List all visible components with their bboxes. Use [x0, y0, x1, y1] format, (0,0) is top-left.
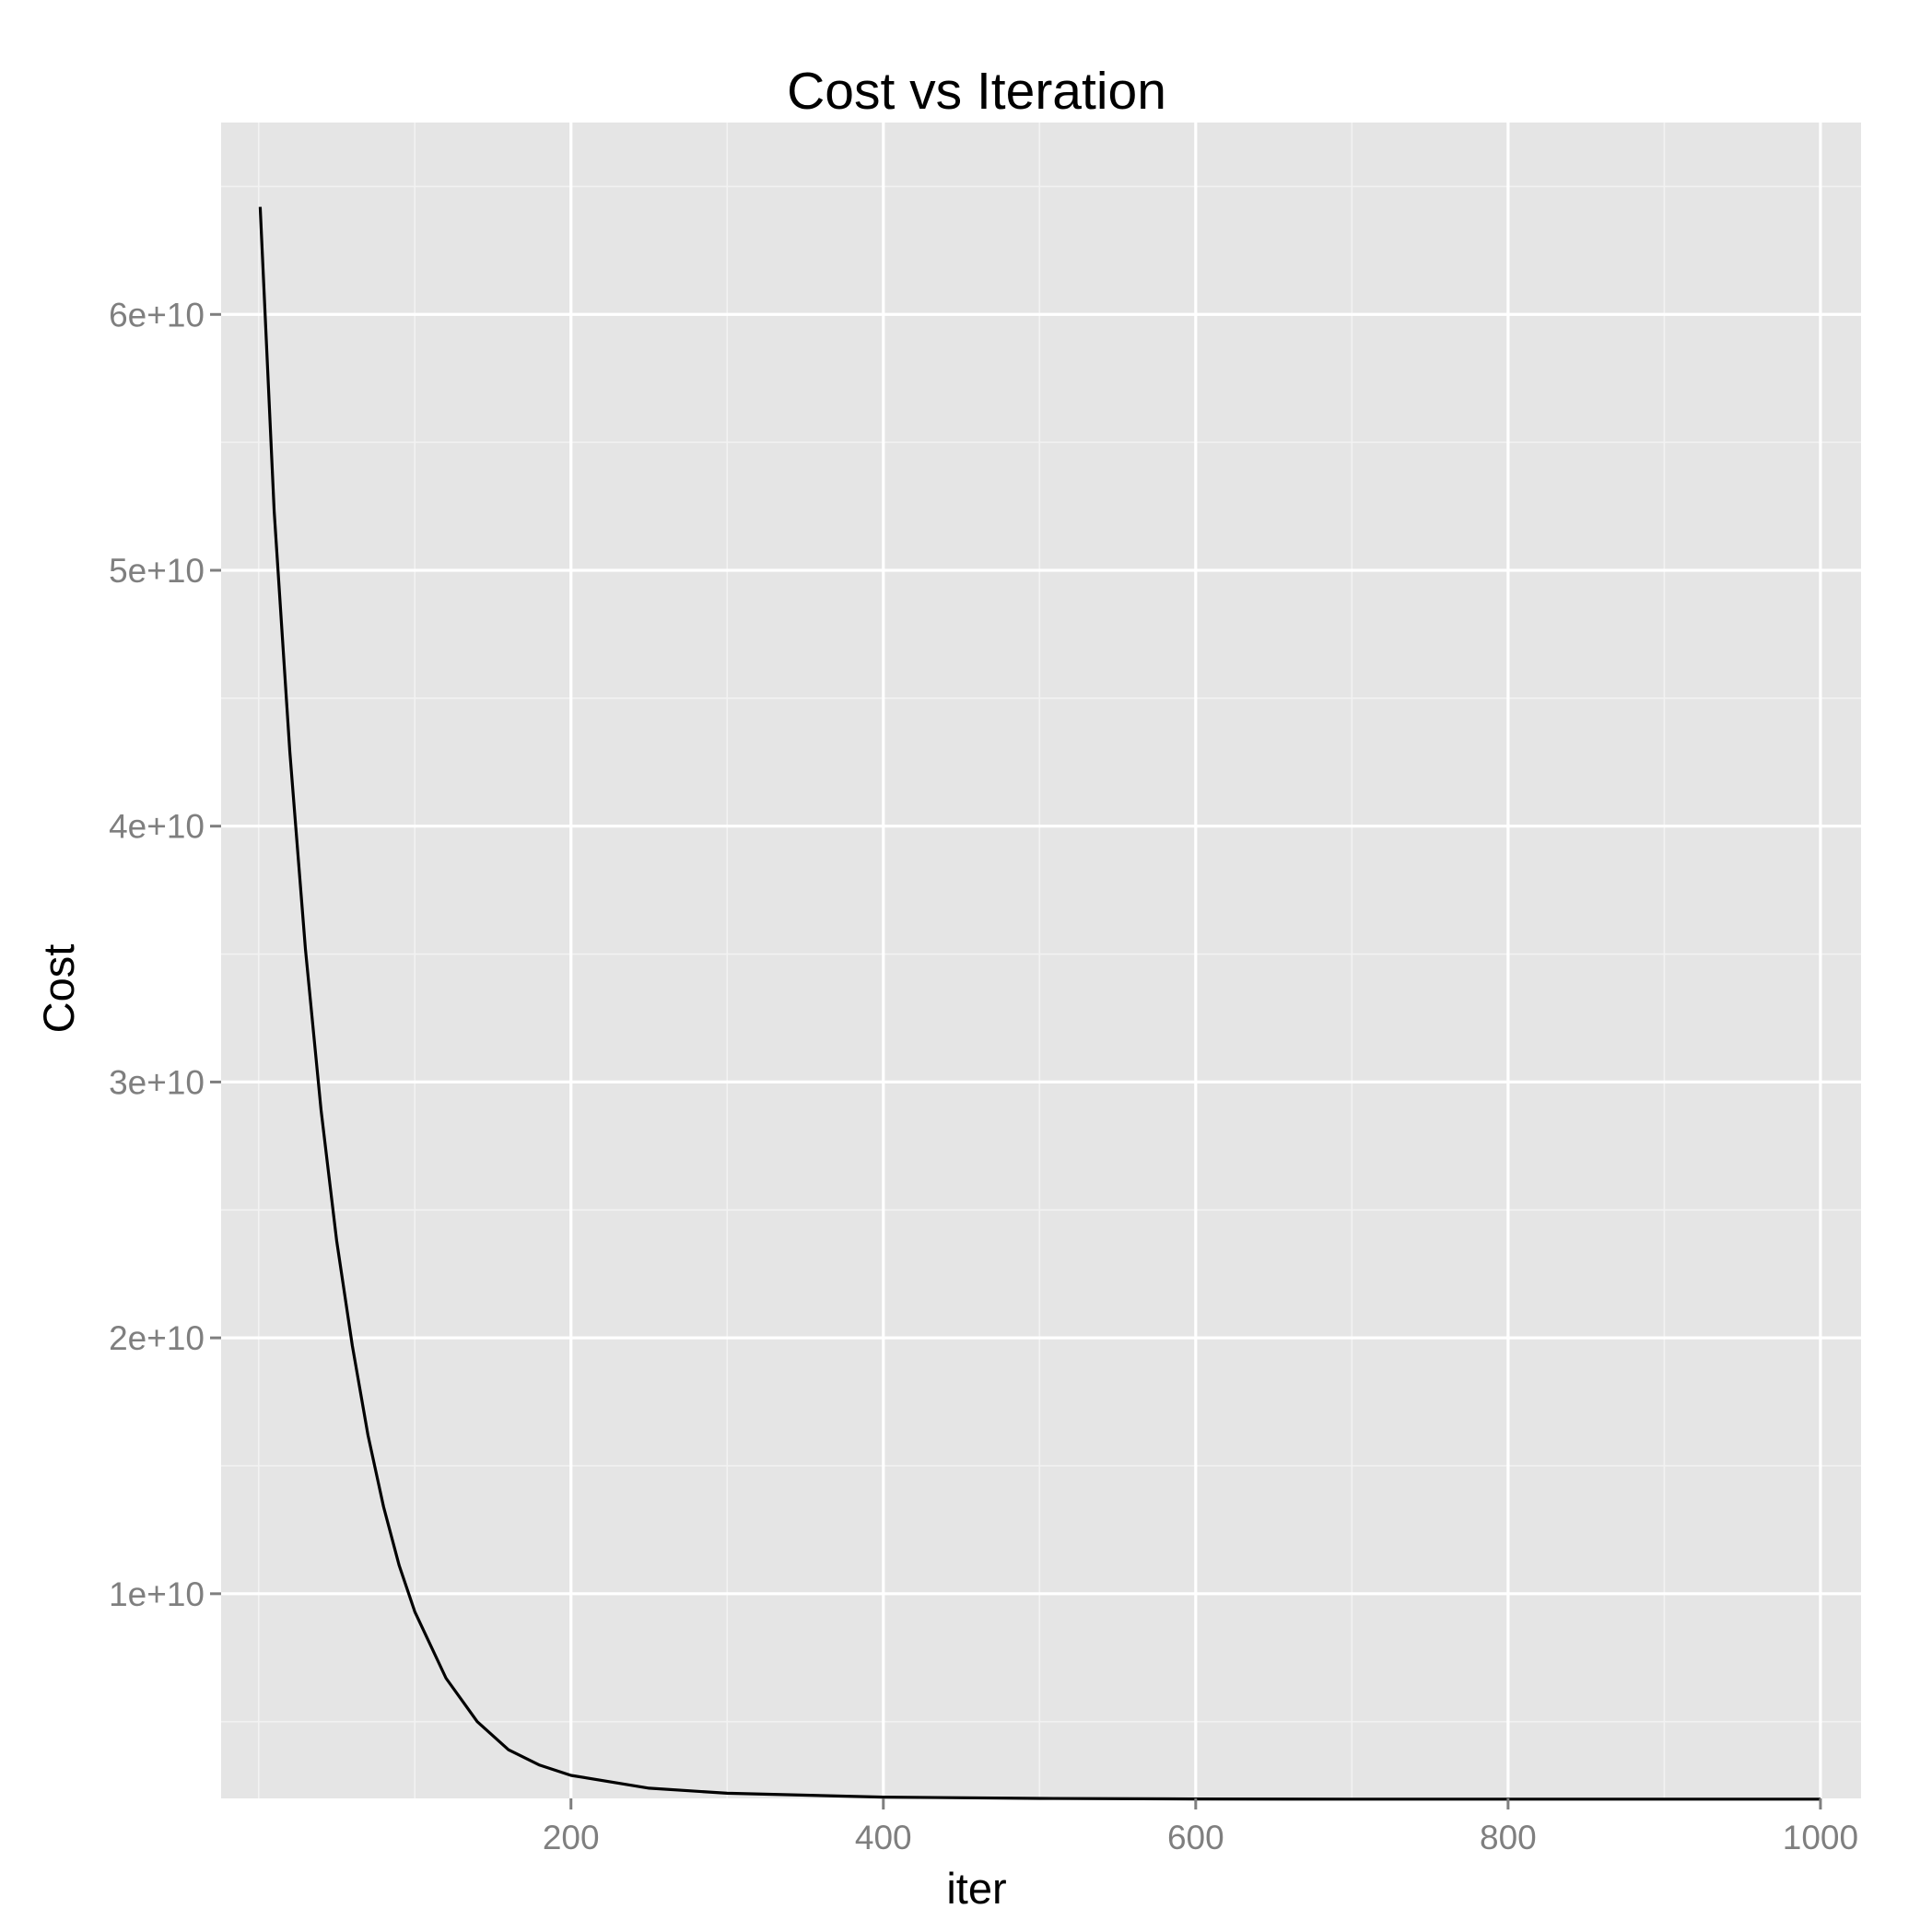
x-tick-label: 400 [855, 1819, 912, 1856]
x-tick-label: 200 [543, 1819, 600, 1856]
major-gridlines [221, 123, 1861, 1798]
x-axis: 200 400 600 800 1000 [543, 1798, 1858, 1856]
x-tick-label: 600 [1167, 1819, 1224, 1856]
y-tick-label: 6e+10 [109, 296, 205, 334]
y-tick-label: 3e+10 [109, 1063, 205, 1101]
y-tick-label: 2e+10 [109, 1319, 205, 1357]
y-tick-label: 1e+10 [109, 1575, 205, 1613]
y-tick-label: 5e+10 [109, 552, 205, 590]
x-axis-title: iter [946, 1864, 1006, 1913]
y-axis-title: Cost [34, 944, 83, 1034]
chart-title: Cost vs Iteration [787, 62, 1166, 121]
plot-panel [221, 123, 1861, 1798]
x-tick-label: 1000 [1783, 1819, 1858, 1856]
minor-gridlines [221, 123, 1861, 1798]
y-tick-label: 4e+10 [109, 808, 205, 846]
x-tick-label: 800 [1480, 1819, 1537, 1856]
y-axis: 1e+10 2e+10 3e+10 4e+10 5e+10 6e+10 [109, 296, 221, 1613]
